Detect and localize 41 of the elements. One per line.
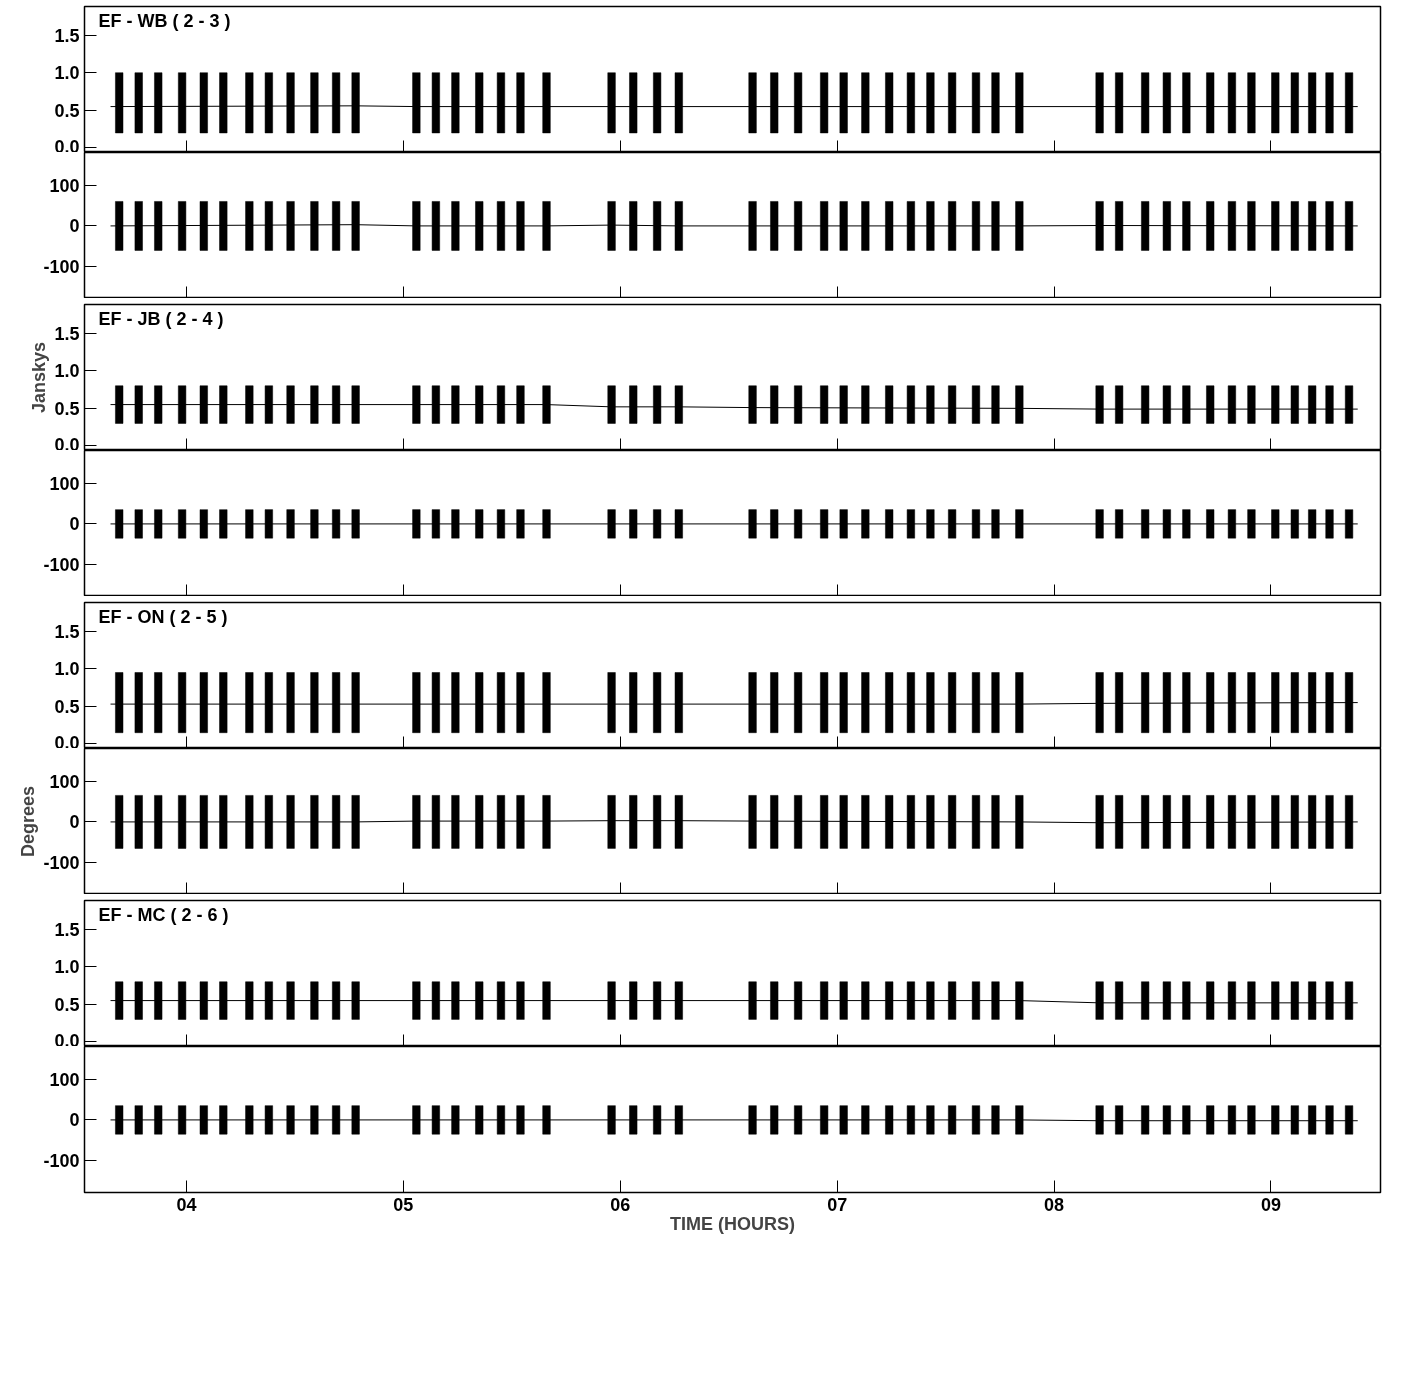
- x-tick-label: 08: [1044, 1194, 1065, 1215]
- chart-title: EF - ON ( 2 - 5 ): [98, 606, 228, 627]
- y-tick-label: 100: [49, 473, 80, 494]
- x-tick-label: 06: [610, 1194, 631, 1215]
- y-tick-label: 100: [49, 175, 80, 196]
- y-tick-label: 0: [69, 514, 80, 535]
- y-tick-label: 1.0: [54, 361, 80, 382]
- y-tick-label: 0.5: [54, 398, 80, 419]
- y-tick-label: 0.0: [54, 434, 80, 455]
- y-tick-label: 0: [69, 216, 80, 237]
- y-tick-label: 1.0: [54, 659, 80, 680]
- y-tick-label: -100: [43, 257, 80, 278]
- x-tick-label: 05: [393, 1194, 414, 1215]
- y-tick-label: 1.5: [54, 323, 80, 344]
- y-tick-label: 100: [49, 1069, 80, 1090]
- chart-title: EF - JB ( 2 - 4 ): [98, 308, 224, 329]
- y-tick-label: 100: [49, 771, 80, 792]
- y-tick-label: 0.0: [54, 732, 80, 753]
- y-tick-label: -100: [43, 853, 80, 874]
- y-tick-label: -100: [43, 555, 80, 576]
- chart-title: EF - WB ( 2 - 3 ): [98, 10, 231, 31]
- y-tick-label: 1.0: [54, 957, 80, 978]
- y-tick-label: 0.0: [54, 1030, 80, 1051]
- y-axis-title: Degrees: [18, 785, 39, 858]
- y-tick-label: -100: [43, 1151, 80, 1172]
- x-tick-label: 04: [176, 1194, 197, 1215]
- chart-title: EF - MC ( 2 - 6 ): [98, 904, 229, 925]
- y-tick-label: 0: [69, 812, 80, 833]
- x-tick-label: 09: [1260, 1194, 1281, 1215]
- y-tick-label: 0.0: [54, 136, 80, 157]
- y-tick-label: 1.0: [54, 63, 80, 84]
- y-tick-label: 1.5: [54, 25, 80, 46]
- x-axis-title: TIME (HOURS): [670, 1213, 796, 1234]
- y-axis-title: Janskys: [29, 341, 50, 414]
- y-tick-label: 0: [69, 1110, 80, 1131]
- y-tick-label: 0.5: [54, 696, 80, 717]
- y-tick-label: 1.5: [54, 919, 80, 940]
- y-tick-label: 0.5: [54, 100, 80, 121]
- y-tick-label: 1.5: [54, 621, 80, 642]
- y-tick-label: 0.5: [54, 994, 80, 1015]
- x-tick-label: 07: [827, 1194, 848, 1215]
